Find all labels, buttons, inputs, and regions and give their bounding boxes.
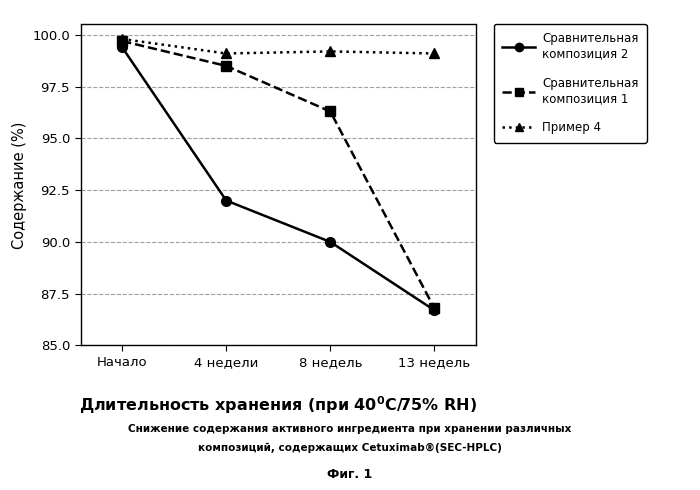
Legend: Сравнительная
композиция 2, Сравнительная
композиция 1, Пример 4: Сравнительная композиция 2, Сравнительна… <box>494 24 647 143</box>
Text: Длительность хранения (при 40$^\mathregular{0}$C/75% RH): Длительность хранения (при 40$^\mathregu… <box>79 394 477 416</box>
Text: Снижение содержания активного ингредиента при хранении различных: Снижение содержания активного ингредиент… <box>128 424 572 434</box>
Text: композиций, содержащих Cetuximab®(SEC-HPLC): композиций, содержащих Cetuximab®(SEC-HP… <box>198 443 502 453</box>
Y-axis label: Содержание (%): Содержание (%) <box>12 122 27 248</box>
Text: Фиг. 1: Фиг. 1 <box>328 468 372 481</box>
